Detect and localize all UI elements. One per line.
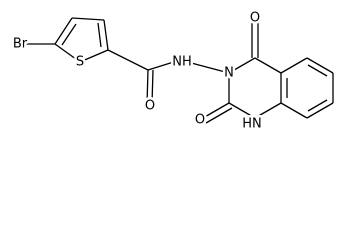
atom-label: N (224, 66, 234, 81)
atom-label: O (195, 113, 205, 128)
atom-label: Br (13, 37, 28, 52)
atom-label: O (145, 99, 155, 114)
bonds (22, 17, 334, 124)
atom-label: NH (172, 55, 192, 70)
atom-label: HN (242, 117, 262, 132)
molecule-diagram: Br S O NH N O O HN (12, 10, 334, 132)
atom-label: O (250, 11, 260, 26)
atom-label: S (76, 55, 84, 70)
